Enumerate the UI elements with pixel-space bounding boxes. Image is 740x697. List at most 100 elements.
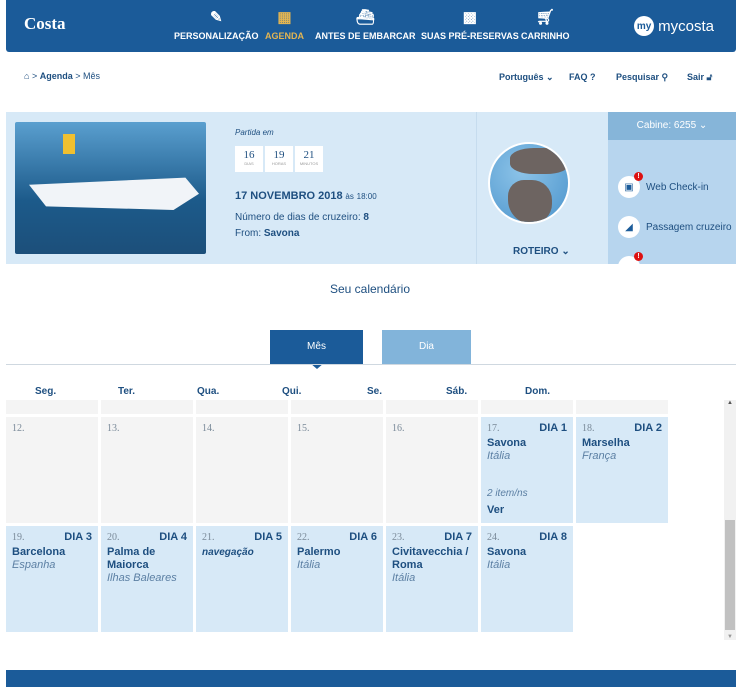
cruise-day-label: DIA 7 <box>444 531 472 543</box>
weekday-header: Seg. <box>35 386 57 397</box>
cruise-day-label: DIA 1 <box>539 422 567 434</box>
weekday-header: Sáb. <box>446 386 468 397</box>
cabin-link-3[interactable]: ! <box>618 252 643 264</box>
items-count: 2 item/ns <box>487 488 528 499</box>
port-city: Palermo <box>297 546 341 558</box>
pencil-icon: ✎ <box>209 9 223 26</box>
port-country: Ilhas Baleares <box>107 572 177 584</box>
weekday-header: Qua. <box>197 386 220 397</box>
countdown-minutes: 21 MINUTOS <box>295 146 323 172</box>
faq-link[interactable]: FAQ ? <box>569 72 596 82</box>
calendar-title: Seu calendário <box>329 282 411 296</box>
logout-link[interactable]: Sair 🔓︎ <box>687 72 713 82</box>
calendar-day-cell: 15. <box>291 417 383 523</box>
port-country: França <box>582 450 617 462</box>
ship-image <box>15 122 206 254</box>
calendar-icon: ▦ <box>277 9 292 26</box>
nav-carrinho[interactable]: 🛒︎ CARRINHO <box>521 9 570 41</box>
cruise-day-label: DIA 8 <box>539 531 567 543</box>
cruise-days: Número de dias de cruzeiro: 8 <box>235 212 369 223</box>
countdown-hours: 19 HORAS <box>265 146 293 172</box>
lock-icon: 🔓︎ <box>706 72 713 82</box>
cabin-panel: Cabine: 6255 ⌄ ▣! Web Check-in ◢ Passagem … <box>608 112 736 264</box>
calendar-day-cell[interactable]: 17. DIA 1 Savona Itália 2 item/ns Ver <box>481 417 573 523</box>
calendar-day-cell: 12. <box>6 417 98 523</box>
countdown-days: 16 DIAS <box>235 146 263 172</box>
port-city: Marselha <box>582 437 630 449</box>
costa-logo[interactable]: Costa <box>24 14 66 33</box>
question-icon: ? <box>590 72 596 82</box>
search-link[interactable]: Pesquisar ⚲ <box>616 72 669 82</box>
weekday-header: Dom. <box>525 386 550 397</box>
calendar-cell-empty <box>101 400 193 414</box>
cruise-day-label: DIA 4 <box>159 531 187 543</box>
language-select[interactable]: Português ⌄ <box>499 72 554 82</box>
nav-agenda[interactable]: ▦ AGENDA <box>265 9 305 41</box>
port-city: Barcelona <box>12 546 66 558</box>
calendar-day-cell[interactable]: 19. DIA 3 Barcelona Espanha <box>6 526 98 632</box>
weekday-header: Ter. <box>118 386 136 397</box>
calendar-day-cell[interactable]: 23. DIA 7 Civitavecchia / Roma Itália <box>386 526 478 632</box>
departure-date: 17 NOVEMBRO 2018 às 18:00 <box>235 190 377 202</box>
cruise-day-label: DIA 5 <box>254 531 282 543</box>
port-city: Palma de Maiorca <box>107 546 156 571</box>
calendar-cell-empty <box>291 400 383 414</box>
cruise-day-label: DIA 6 <box>349 531 377 543</box>
port-country: Itália <box>392 572 416 584</box>
tab-mes[interactable]: Mês <box>270 330 363 364</box>
home-icon[interactable]: ⌂ <box>24 71 30 81</box>
breadcrumb-mes: Mês <box>83 71 101 81</box>
calendar-cell-empty <box>481 400 573 414</box>
nav-personalizacao[interactable]: ✎ PERSONALIZAÇÃO <box>174 9 259 41</box>
footer-bar <box>6 670 736 687</box>
view-items-link[interactable]: Ver <box>487 504 505 516</box>
calendar-day-cell: 13. <box>101 417 193 523</box>
at-sea-label: navegação <box>202 547 254 558</box>
calendar-day-cell[interactable]: 18. DIA 2 Marselha França <box>576 417 668 523</box>
cruise-day-label: DIA 2 <box>634 422 662 434</box>
cruise-ticket-link[interactable]: ◢ Passagem cruzeiro <box>618 216 732 238</box>
calendar-cell-empty <box>576 400 668 414</box>
web-checkin-link[interactable]: ▣! Web Check-in <box>618 172 709 198</box>
calendar-cell-empty <box>6 400 98 414</box>
port-country: Itália <box>487 450 511 462</box>
itinerary-globe[interactable] <box>488 142 570 224</box>
port-country: Itália <box>297 559 321 571</box>
port-city: Civitavecchia / Roma <box>392 546 469 571</box>
calendar-day-cell[interactable]: 24. DIA 8 Savona Itália <box>481 526 573 632</box>
scrollbar[interactable]: ▲ ▼ <box>724 400 736 640</box>
tab-dia[interactable]: Dia <box>382 330 471 364</box>
scrollbar-thumb[interactable] <box>725 520 735 630</box>
calendar-cell-empty <box>386 400 478 414</box>
top-navigation: Costa ✎ PERSONALIZAÇÃO ▦ AGENDA ⛴ ANTES DE … <box>6 0 736 52</box>
port-country: Itália <box>487 559 511 571</box>
ship-icon: ⛴ <box>355 9 375 26</box>
calendar-cell-empty <box>196 400 288 414</box>
breadcrumb-agenda[interactable]: Agenda <box>39 71 73 81</box>
port-country: Espanha <box>12 559 56 571</box>
calendar-day-cell: 16. <box>386 417 478 523</box>
cabin-select[interactable]: Cabine: 6255 ⌄ <box>608 112 736 140</box>
port-city: Savona <box>487 437 527 449</box>
calendar-day-cell[interactable]: 21. DIA 5 navegação <box>196 526 288 632</box>
monitor-icon: ▣! <box>618 172 643 198</box>
cruise-day-label: DIA 3 <box>64 531 92 543</box>
calendar-day-cell[interactable]: 22. DIA 6 Palermo Itália <box>291 526 383 632</box>
chevron-down-icon: ⌄ <box>546 72 554 82</box>
mycosta-logo[interactable]: my mycosta <box>634 16 714 36</box>
departure-label: Partida em <box>235 128 274 137</box>
cart-icon: 🛒︎ <box>535 9 555 26</box>
ticket-icon: ◢ <box>618 216 640 238</box>
nav-antes-de-embarcar[interactable]: ⛴ ANTES DE EMBARCAR <box>315 9 416 41</box>
nav-pre-reservas[interactable]: ▩ SUAS PRÉ-RESERVAS <box>421 9 519 41</box>
calendar-day-cell: 14. <box>196 417 288 523</box>
weekday-header: Qui. <box>282 386 302 397</box>
alert-item-icon: ! <box>618 252 643 264</box>
calendar-day-cell[interactable]: 20. DIA 4 Palma de Maiorca Ilhas Baleares <box>101 526 193 632</box>
breadcrumb: ⌂ > Agenda > Mês <box>24 71 101 81</box>
itinerary-toggle[interactable]: ROTEIRO ⌄ <box>513 246 570 257</box>
port-city: Savona <box>487 546 527 558</box>
weekday-header: Se. <box>367 386 383 397</box>
search-icon: ⚲ <box>661 72 669 82</box>
grid-icon: ▩ <box>462 9 477 26</box>
